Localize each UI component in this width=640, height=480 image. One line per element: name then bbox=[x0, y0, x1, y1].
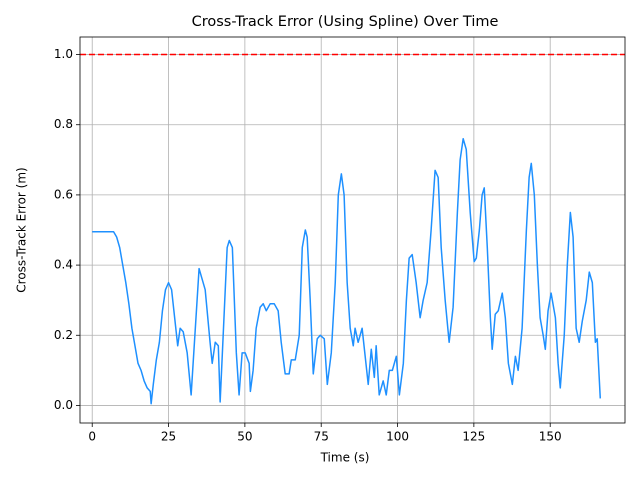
y-axis-label: Cross-Track Error (m) bbox=[15, 167, 29, 292]
plot-frame bbox=[79, 36, 626, 424]
x-tick-label: 125 bbox=[462, 430, 485, 444]
y-tick-label: 0.0 bbox=[54, 398, 73, 412]
x-axis-label: Time (s) bbox=[320, 451, 370, 465]
x-tick-label: 50 bbox=[237, 430, 252, 444]
data-line bbox=[92, 138, 602, 405]
x-tick-label: 25 bbox=[161, 430, 176, 444]
x-tick-label: 100 bbox=[386, 430, 409, 444]
y-tick-label: 1.0 bbox=[54, 47, 73, 61]
chart-title: Cross-Track Error (Using Spline) Over Ti… bbox=[192, 14, 499, 30]
y-tick-label: 0.4 bbox=[54, 258, 73, 272]
y-tick-label: 0.2 bbox=[54, 328, 73, 342]
x-tick-label: 150 bbox=[539, 430, 562, 444]
y-tick-label: 0.8 bbox=[54, 117, 73, 131]
x-tick-label: 0 bbox=[88, 430, 96, 444]
x-tick-label: 75 bbox=[314, 430, 329, 444]
y-tick-label: 0.6 bbox=[54, 187, 73, 201]
